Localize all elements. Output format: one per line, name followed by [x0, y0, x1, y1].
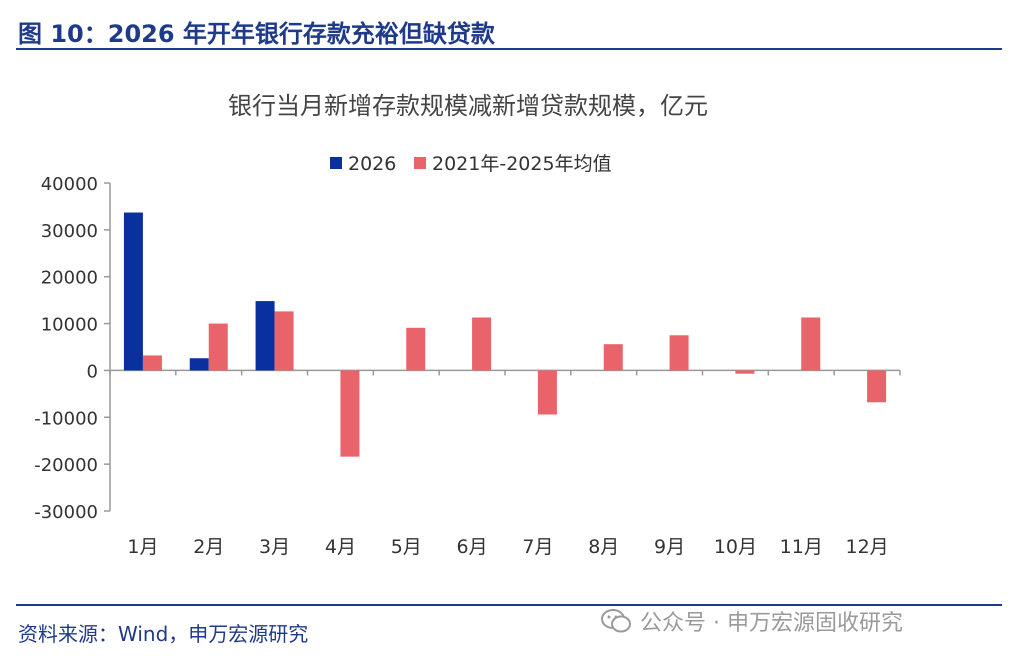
y-tick-label: 40000 [41, 174, 98, 195]
bar-avg-1 [142, 355, 162, 371]
x-tick-label: 8月 [588, 536, 619, 558]
plot-area: 40000 30000 20000 10000 0 -10000 -20000 -30000 1… [34, 174, 901, 558]
bar-avg-12 [867, 370, 887, 403]
x-tick-label: 6月 [457, 536, 488, 558]
bar-avg-11 [801, 317, 821, 371]
y-tick-label: 30000 [41, 221, 98, 242]
x-tick-label: 11月 [780, 536, 823, 558]
bar-avg-6 [472, 317, 492, 371]
bar-avg-4 [340, 370, 360, 457]
bar-avg-3 [274, 311, 294, 371]
bar-avg-9 [669, 335, 689, 371]
bar-chart: 银行当月新增存款规模减新增贷款规模，亿元 2026 2021年-2025年均值 … [34, 92, 901, 558]
source-note: 资料来源：Wind，申万宏源研究 [18, 622, 309, 646]
x-tick-label: 12月 [845, 536, 888, 558]
bar-2026-1 [123, 212, 143, 371]
x-tick-label: 5月 [391, 536, 422, 558]
title-divider [16, 48, 1002, 50]
y-tick-label: 10000 [41, 315, 98, 336]
y-tick-label: 0 [87, 361, 98, 382]
legend: 2026 2021年-2025年均值 [330, 153, 612, 175]
x-tick-label: 3月 [259, 536, 290, 558]
legend-swatch-2026 [330, 157, 342, 169]
chart-title: 银行当月新增存款规模减新增贷款规模，亿元 [228, 92, 708, 120]
footer-divider [16, 604, 1002, 606]
wechat-icon [601, 609, 631, 633]
figure-title: 图 10：2026 年开年银行存款充裕但缺贷款 [18, 20, 495, 48]
bar-avg-10 [735, 370, 755, 374]
y-tick-label: -20000 [34, 455, 98, 476]
x-tick-label: 7月 [522, 536, 553, 558]
bar-avg-5 [406, 327, 426, 371]
bar-avg-7 [537, 370, 557, 415]
bar-avg-8 [603, 344, 623, 371]
legend-label-avg: 2021年-2025年均值 [432, 153, 612, 175]
bar-avg-2 [208, 323, 228, 371]
legend-swatch-avg [414, 157, 426, 169]
x-tick-label: 2月 [193, 536, 224, 558]
x-tick-label: 1月 [127, 536, 158, 558]
y-tick-label: -10000 [34, 408, 98, 429]
legend-label-2026: 2026 [348, 153, 396, 175]
watermark: 公众号 · 申万宏源固收研究 [600, 604, 903, 638]
bar-2026-2 [189, 358, 209, 371]
bar-2026-3 [255, 301, 275, 371]
watermark-text: 公众号 · 申万宏源固收研究 [640, 611, 903, 636]
x-tick-label: 9月 [654, 536, 685, 558]
y-tick-label: -30000 [34, 502, 98, 523]
x-tick-label: 4月 [325, 536, 356, 558]
x-tick-label: 10月 [714, 536, 757, 558]
y-tick-label: 20000 [41, 268, 98, 289]
